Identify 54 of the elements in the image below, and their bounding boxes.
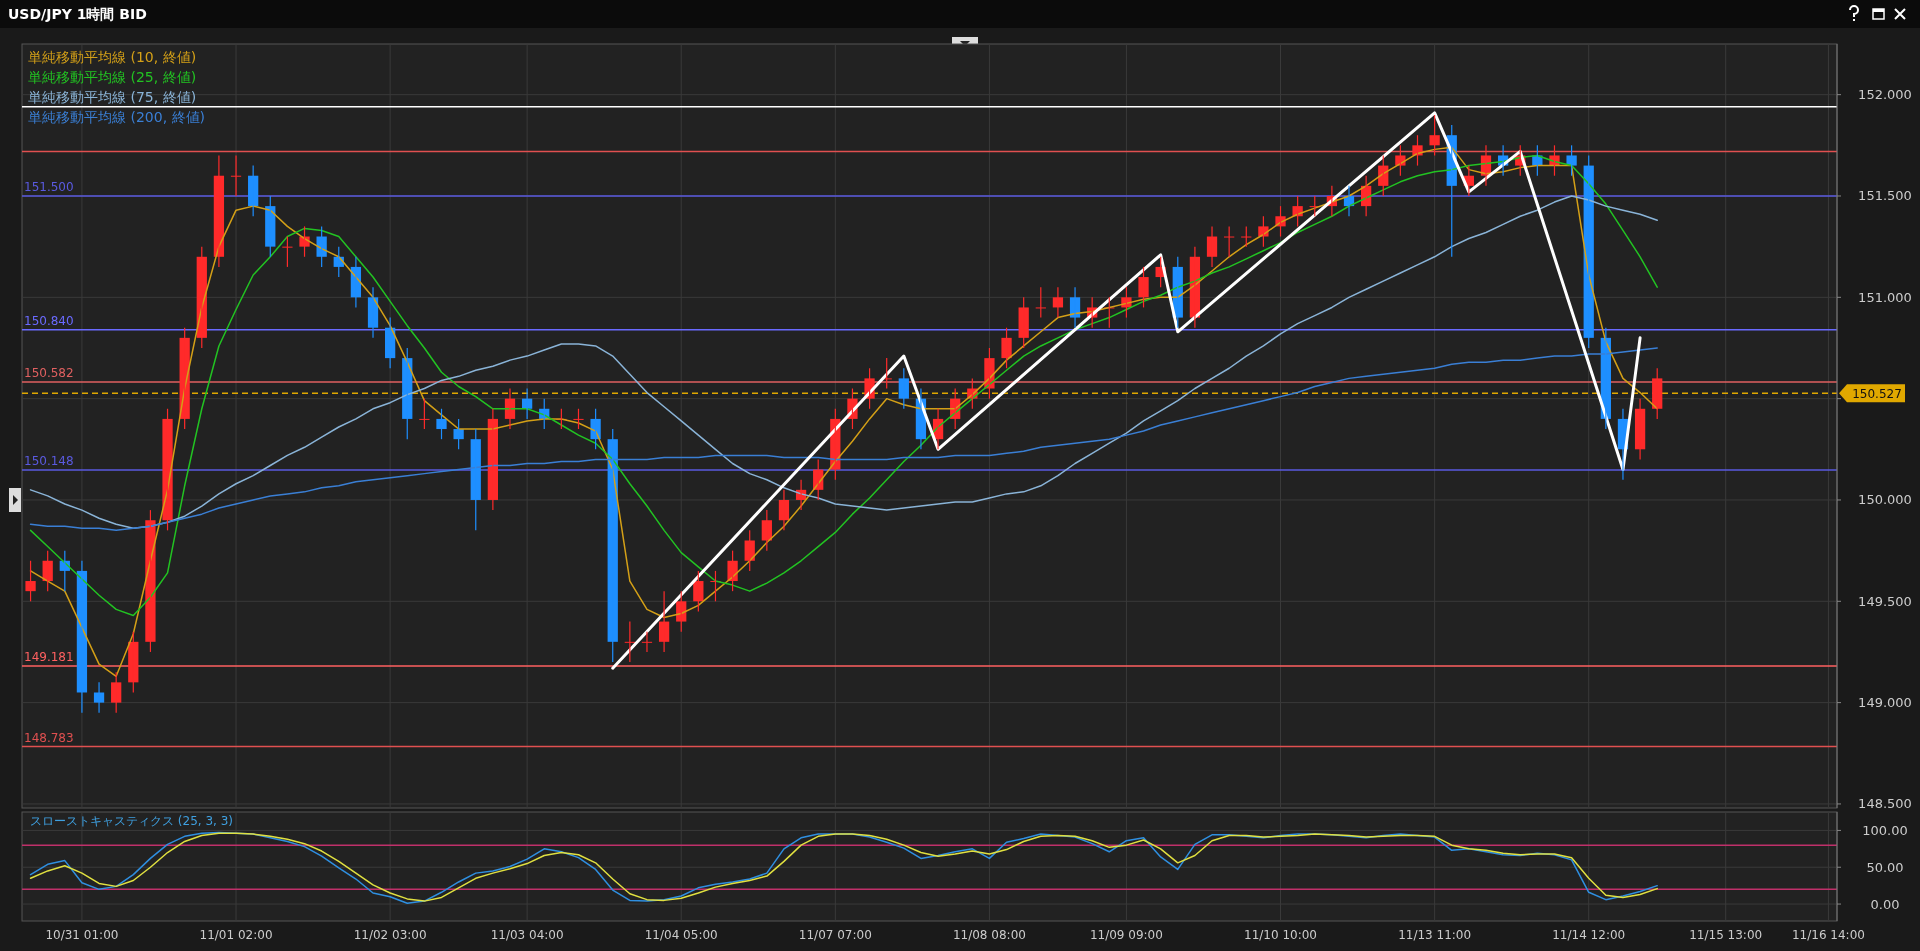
x-tick-label: 11/02 03:00 bbox=[353, 928, 427, 942]
candlestick bbox=[25, 560, 36, 602]
text: 単純移動平均線 (10, 終値) bbox=[28, 49, 197, 65]
ref-line-label: 148.783 bbox=[24, 730, 74, 745]
x-tick-label: 11/09 09:00 bbox=[1089, 928, 1163, 942]
ref-line-label: 150.527 bbox=[1852, 386, 1902, 401]
candlestick bbox=[1035, 286, 1046, 319]
chart-title: USD/JPY 1時間 BID bbox=[8, 6, 147, 22]
x-tick-label: 11/13 11:00 bbox=[1398, 928, 1472, 942]
x-tick-label: 11/14 12:00 bbox=[1552, 928, 1626, 942]
y-tick-label: 152.000 bbox=[1858, 87, 1912, 103]
ref-line-label: 149.181 bbox=[24, 649, 74, 664]
line-series bbox=[611, 111, 1642, 670]
text: 単純移動平均線 (25, 終値) bbox=[28, 69, 197, 85]
y-tick-label: 149.500 bbox=[1858, 593, 1912, 609]
ref-line-label: 150.148 bbox=[24, 453, 74, 468]
candlestick bbox=[1429, 114, 1440, 157]
y-tick-label: 149.000 bbox=[1858, 695, 1912, 711]
x-tick-label: 11/04 05:00 bbox=[644, 928, 718, 942]
x-tick-label: 11/03 04:00 bbox=[490, 928, 564, 942]
y-tick-label: 151.000 bbox=[1858, 289, 1912, 305]
y-tick-label: 50.00 bbox=[1866, 859, 1904, 875]
x-tick-label: 11/16 14:00 bbox=[1791, 928, 1865, 942]
candlestick bbox=[282, 235, 293, 268]
ref-line-label: 150.582 bbox=[24, 366, 74, 381]
candlestick bbox=[1258, 215, 1269, 248]
candlestick bbox=[453, 418, 464, 450]
candlestick bbox=[1001, 327, 1012, 369]
candlestick bbox=[162, 408, 173, 531]
chart-title: スローストキャスティクス (25, 3, 3) bbox=[30, 814, 233, 828]
candlestick bbox=[898, 367, 909, 410]
x-tick-label: 11/15 13:00 bbox=[1689, 928, 1763, 942]
ref-line-label: 151.500 bbox=[24, 179, 74, 194]
candlestick bbox=[1138, 266, 1149, 309]
text: 単純移動平均線 (75, 終値) bbox=[28, 89, 197, 105]
candlestick bbox=[419, 398, 430, 430]
y-tick-label: 0.00 bbox=[1870, 896, 1900, 912]
candlestick bbox=[436, 408, 447, 440]
x-tick-label: 10/31 01:00 bbox=[45, 928, 119, 942]
y-tick-label: 100.00 bbox=[1862, 822, 1908, 838]
y-tick-label: 150.000 bbox=[1858, 492, 1912, 508]
x-tick-label: 11/07 07:00 bbox=[798, 928, 872, 942]
candlestick bbox=[1395, 144, 1406, 177]
ref-line-label: 150.840 bbox=[24, 313, 74, 328]
candlestick bbox=[111, 671, 122, 714]
x-tick-label: 11/10 10:00 bbox=[1244, 928, 1318, 942]
candlestick bbox=[1566, 144, 1577, 177]
text: 単純移動平均線 (200, 終値) bbox=[28, 109, 205, 125]
y-tick-label: 151.500 bbox=[1858, 188, 1912, 204]
candlestick bbox=[573, 408, 584, 430]
candlestick bbox=[1241, 225, 1252, 248]
x-tick-label: 11/08 08:00 bbox=[952, 928, 1026, 942]
y-tick-label: 148.500 bbox=[1858, 796, 1912, 812]
x-tick-label: 11/01 02:00 bbox=[199, 928, 273, 942]
